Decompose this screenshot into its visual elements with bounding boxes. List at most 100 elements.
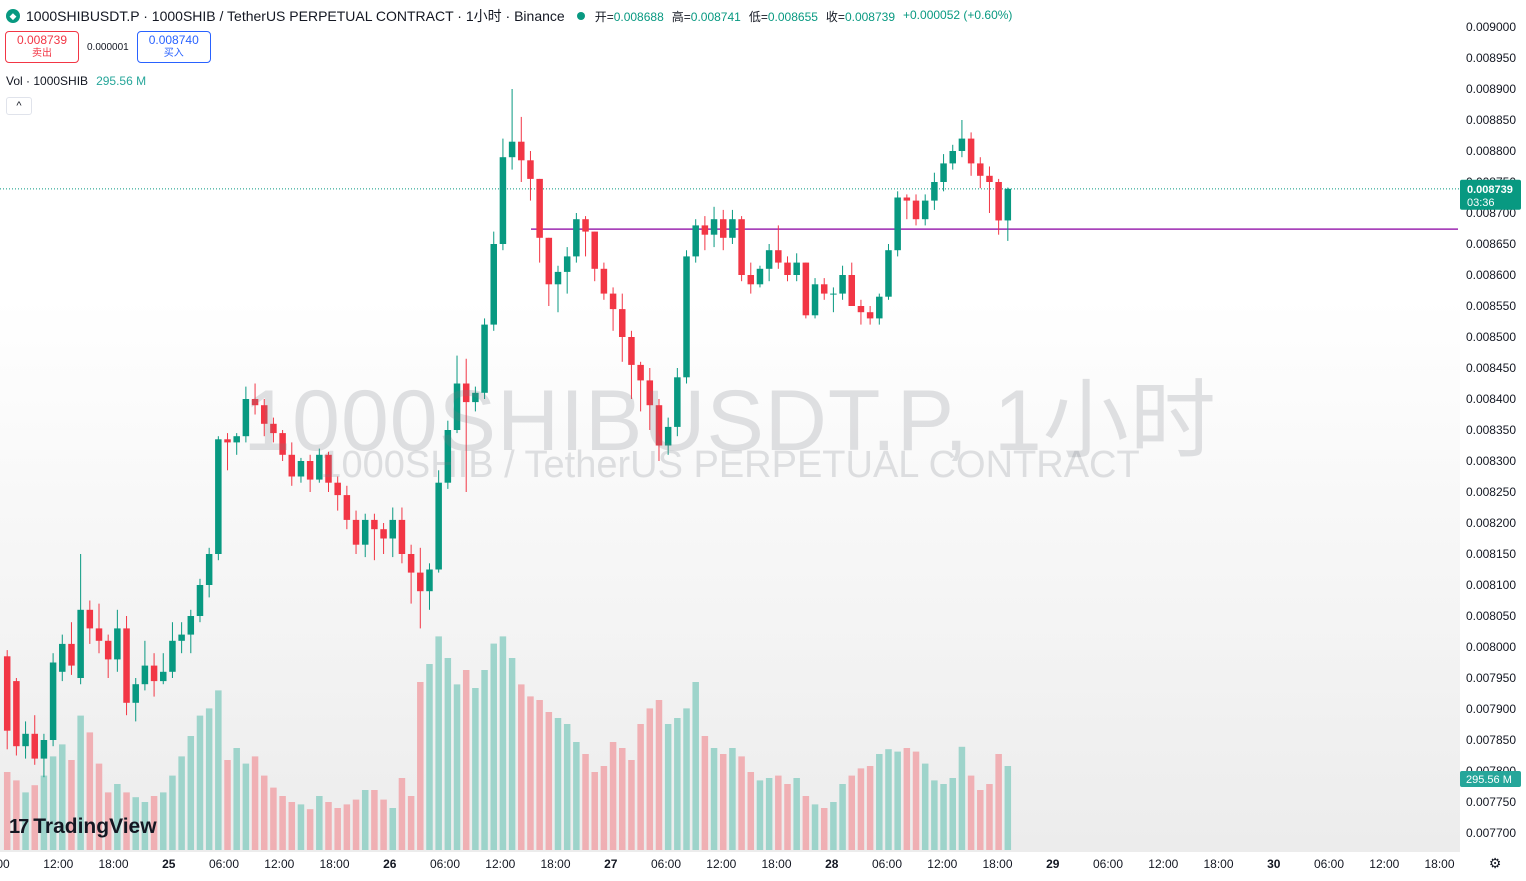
volume-bar [664, 724, 672, 850]
time-tick-label: 12:00 [1148, 857, 1178, 871]
time-tick-label: 12:00 [706, 857, 736, 871]
price-tick-label: 0.008150 [1466, 547, 1516, 561]
time-tick-label: 12:00 [264, 857, 294, 871]
candlestick-chart[interactable] [0, 0, 1460, 852]
volume-bar [995, 754, 1002, 850]
volume-bar [683, 708, 690, 850]
volume-bar [977, 790, 984, 850]
candle [554, 265, 562, 313]
volume-bar [40, 775, 48, 850]
price-tick-label: 0.008200 [1466, 516, 1516, 530]
volume-legend[interactable]: Vol · 1000SHIB 295.56 M [6, 74, 146, 88]
candle [251, 383, 259, 415]
volume-bar [591, 772, 598, 850]
candle [903, 194, 911, 220]
price-tick-label: 0.008850 [1466, 113, 1516, 127]
candle [921, 194, 929, 226]
volume-bar [31, 785, 38, 850]
settings-gear-icon[interactable]: ⚙ [1488, 854, 1502, 871]
candle [417, 547, 424, 629]
candle [793, 253, 800, 282]
price-tick-label: 0.008500 [1466, 330, 1516, 344]
volume-bar [361, 790, 369, 850]
volume-bar [986, 784, 993, 850]
tradingview-logo[interactable]: 17 TradingView [9, 815, 157, 839]
time-tick-label: 18:00 [1203, 857, 1233, 871]
candle [279, 430, 286, 461]
candle [940, 154, 947, 192]
time-tick-label: 12:00 [927, 857, 957, 871]
candle [894, 191, 901, 257]
time-tick-label: 25 [162, 857, 176, 871]
buy-button[interactable]: 0.008740 买入 [136, 31, 211, 63]
candle [784, 256, 791, 282]
candle [13, 678, 20, 756]
volume-bar [719, 754, 727, 850]
volume-bar [775, 775, 782, 850]
price-tick-label: 0.009000 [1466, 20, 1516, 34]
volume-bar [894, 751, 901, 850]
volume-bar [123, 792, 130, 850]
candle [380, 523, 387, 554]
candle [958, 120, 966, 158]
candle [674, 368, 681, 437]
volume-bar [86, 732, 94, 850]
volume-bar [251, 756, 259, 850]
volume-bar [444, 658, 452, 850]
time-tick-label: 06:00 [1314, 857, 1344, 871]
volume-bar [279, 796, 286, 850]
volume-bar [462, 670, 470, 850]
candle [316, 448, 323, 483]
candle [885, 244, 892, 300]
candle [352, 510, 360, 554]
symbol-header[interactable]: ◆ 1000SHIBUSDT.P · 1000SHIB / TetherUS P… [6, 6, 1012, 26]
volume-bar [857, 768, 865, 850]
volume-tag: 295.56 M [1460, 771, 1521, 787]
time-tick-label: 29 [1046, 857, 1060, 871]
candle [95, 603, 103, 654]
exchange-logo-icon: ◆ [6, 9, 20, 23]
volume-bar [756, 780, 764, 850]
candle [371, 513, 378, 561]
price-change: +0.000052 (+0.60%) [903, 7, 1013, 22]
price-tick-label: 0.007700 [1466, 826, 1516, 840]
volume-bar [371, 790, 378, 850]
time-axis[interactable]: 00 12:00 18:00 25 06:00 12:00 18:00 26 06:00 12:0… [0, 852, 1526, 876]
time-tick-label: 18:00 [982, 857, 1012, 871]
volume-bar [536, 700, 543, 850]
collapse-legend-button[interactable]: ^ [6, 97, 32, 115]
time-tick-label: 06:00 [651, 857, 681, 871]
volume-bar [885, 749, 892, 850]
volume-bar [692, 682, 699, 850]
candle [160, 653, 167, 685]
time-tick-label: 18:00 [98, 857, 128, 871]
volume-bar [453, 684, 461, 850]
candle [104, 634, 112, 678]
price-tick-label: 0.008550 [1466, 299, 1516, 313]
volume-bar [738, 756, 745, 850]
candle [931, 172, 938, 210]
price-axis[interactable]: 0.009000 0.008950 0.008900 0.008850 0.008800… [1460, 0, 1526, 852]
volume-bar [839, 784, 846, 850]
time-tick-label: 00 [0, 857, 10, 871]
candle [178, 622, 185, 654]
volume-bar [233, 748, 240, 850]
symbol-title[interactable]: 1000SHIBUSDT.P · 1000SHIB / TetherUS PER… [26, 8, 565, 24]
candle [288, 442, 296, 486]
candle [141, 640, 149, 691]
sell-button[interactable]: 0.008739 卖出 [5, 31, 79, 63]
price-tick-label: 0.008800 [1466, 144, 1516, 158]
candle [664, 417, 672, 455]
candle [31, 715, 38, 765]
volume-bar [729, 748, 736, 850]
volume-bar [435, 636, 442, 850]
time-tick-label: 06:00 [430, 857, 460, 871]
candle [563, 247, 571, 294]
candle [949, 144, 956, 170]
price-tick-label: 0.008000 [1466, 640, 1516, 654]
candle [609, 287, 617, 331]
candle [150, 653, 158, 697]
time-tick-label: 06:00 [209, 857, 239, 871]
volume-bar [426, 664, 433, 850]
market-status-icon [576, 12, 585, 20]
